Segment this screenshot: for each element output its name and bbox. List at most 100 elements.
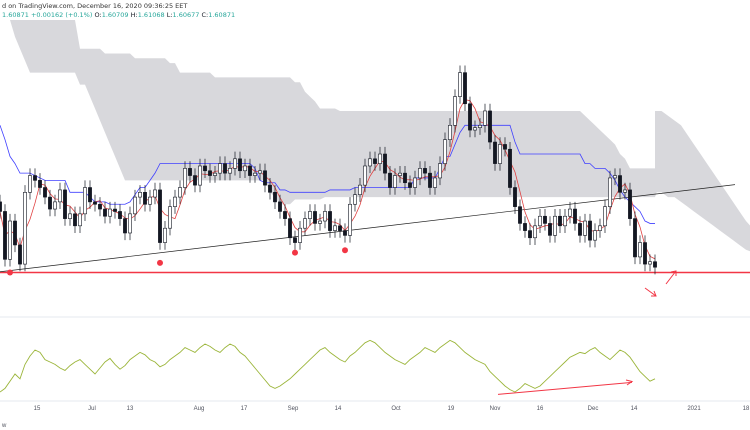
candle bbox=[308, 211, 312, 219]
candle bbox=[248, 165, 252, 176]
touch-marker bbox=[342, 247, 348, 254]
candle bbox=[498, 144, 502, 164]
candle bbox=[363, 165, 367, 186]
candle bbox=[343, 230, 347, 236]
candle bbox=[293, 237, 297, 243]
candle bbox=[228, 168, 232, 174]
oscillator-line bbox=[0, 339, 656, 393]
candle bbox=[103, 208, 107, 217]
candle bbox=[638, 242, 642, 258]
candle bbox=[448, 124, 452, 140]
chart-header: d on TradingView.com, December 16, 2020 … bbox=[0, 0, 750, 22]
candle bbox=[53, 201, 57, 210]
candle bbox=[263, 170, 267, 186]
candle bbox=[573, 208, 577, 224]
candle bbox=[118, 211, 122, 219]
candle bbox=[423, 168, 427, 174]
candle bbox=[598, 225, 602, 231]
candle bbox=[608, 177, 612, 207]
close-value: 1.60871 bbox=[208, 11, 236, 19]
x-tick-label: 18 bbox=[743, 406, 750, 412]
candle bbox=[428, 172, 432, 188]
candle bbox=[23, 192, 27, 265]
candle bbox=[373, 158, 377, 164]
candle bbox=[568, 208, 572, 217]
x-tick-label: Oct bbox=[391, 406, 401, 412]
candle bbox=[533, 225, 537, 239]
candle bbox=[63, 189, 67, 219]
candle bbox=[18, 244, 22, 265]
candle bbox=[538, 215, 542, 227]
x-tick-label: 13 bbox=[127, 406, 134, 412]
x-tick-label: 15 bbox=[34, 406, 41, 412]
candle bbox=[143, 192, 147, 205]
candle bbox=[298, 227, 302, 243]
candle bbox=[98, 203, 102, 210]
candle bbox=[28, 175, 32, 193]
candle bbox=[273, 192, 277, 203]
candle bbox=[333, 225, 337, 231]
candle bbox=[238, 158, 242, 172]
x-tick-label: Sep bbox=[288, 406, 299, 412]
candle bbox=[323, 211, 327, 222]
ichimoku-cloud bbox=[0, 20, 665, 205]
candle bbox=[58, 189, 62, 203]
close-label: C: bbox=[201, 11, 209, 19]
candle bbox=[413, 177, 417, 188]
forecast-arrow-down bbox=[644, 287, 657, 297]
candle bbox=[513, 187, 517, 207]
open-value: 1.60709 bbox=[101, 11, 129, 19]
candle bbox=[148, 196, 152, 205]
candle bbox=[173, 196, 177, 207]
high-label: H: bbox=[130, 11, 138, 19]
x-tick-label: Aug bbox=[194, 406, 205, 412]
candle bbox=[378, 153, 382, 164]
candle bbox=[208, 170, 212, 176]
candle bbox=[403, 172, 407, 184]
low-value: 1.60677 bbox=[172, 11, 200, 19]
candle bbox=[523, 223, 527, 231]
candle bbox=[528, 230, 532, 239]
candle bbox=[553, 215, 557, 236]
candle bbox=[338, 225, 342, 231]
x-tick-label: 17 bbox=[241, 406, 248, 412]
watermark-fragment: w bbox=[1, 423, 7, 429]
candle bbox=[93, 201, 97, 205]
candle bbox=[3, 211, 7, 260]
candle bbox=[488, 110, 492, 143]
candle bbox=[213, 172, 217, 176]
candle bbox=[328, 211, 332, 231]
x-tick-label: 2021 bbox=[687, 406, 701, 412]
candle bbox=[518, 206, 522, 224]
candle bbox=[303, 218, 307, 229]
low-label: L: bbox=[166, 11, 173, 19]
candle bbox=[503, 144, 507, 150]
candle bbox=[128, 213, 132, 234]
candle bbox=[138, 192, 142, 198]
trendline bbox=[0, 184, 736, 273]
candle bbox=[283, 211, 287, 219]
candle bbox=[613, 175, 617, 179]
forecast-arrowhead-up bbox=[670, 270, 677, 276]
candle bbox=[388, 172, 392, 188]
candle bbox=[398, 172, 402, 176]
x-tick-label: Nov bbox=[490, 406, 501, 412]
candle bbox=[13, 220, 17, 246]
candle bbox=[633, 218, 637, 258]
candle bbox=[203, 165, 207, 172]
candle bbox=[588, 220, 592, 241]
candle bbox=[73, 213, 77, 227]
candle bbox=[648, 261, 652, 265]
candle bbox=[618, 175, 622, 193]
candle bbox=[48, 196, 52, 210]
candle bbox=[183, 168, 187, 188]
candle bbox=[163, 227, 167, 243]
candle bbox=[593, 230, 597, 241]
candle bbox=[383, 153, 387, 174]
candle bbox=[88, 187, 92, 203]
candle bbox=[168, 206, 172, 229]
ichimoku-cloud-future bbox=[655, 110, 750, 252]
high-value: 1.61068 bbox=[137, 11, 165, 19]
candle bbox=[493, 141, 497, 164]
